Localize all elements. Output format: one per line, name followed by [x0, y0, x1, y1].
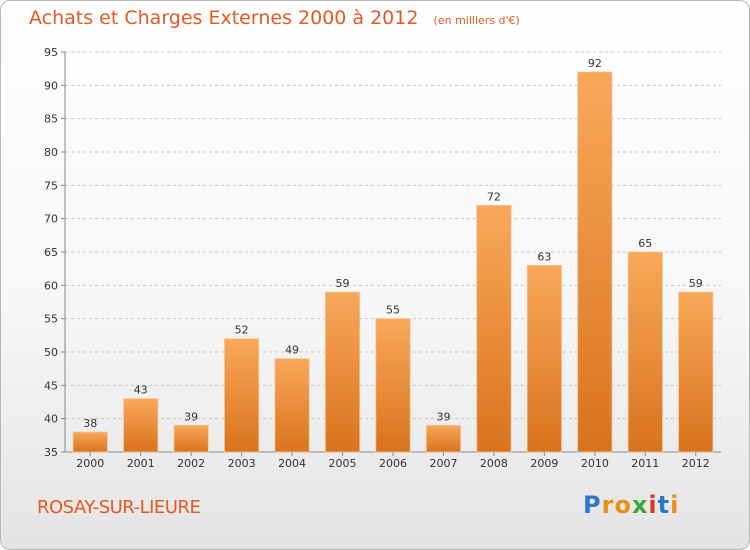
- chart-title: Achats et Charges Externes 2000 à 2012: [29, 7, 419, 29]
- data-label: 38: [83, 417, 97, 430]
- x-tick-label: 2008: [480, 457, 508, 470]
- x-tick-label: 2000: [76, 457, 104, 470]
- data-label: 39: [436, 410, 450, 423]
- logo-letter: i: [648, 491, 658, 519]
- data-label: 55: [386, 304, 400, 317]
- data-label: 49: [285, 344, 299, 357]
- data-label: 72: [487, 190, 501, 203]
- labels: 35 40 45 50 55 60 65 70 75 80 85 90 95 38 2000 43 2001 39…: [44, 46, 710, 470]
- bar: [173, 424, 209, 453]
- chart-unit: (en milliers d'€): [433, 14, 520, 27]
- x-tick-label: 2006: [379, 457, 407, 470]
- y-tick-label: 80: [44, 146, 58, 159]
- y-tick-label: 95: [44, 46, 58, 59]
- y-tick-label: 90: [44, 79, 58, 92]
- bar: [476, 204, 512, 453]
- x-tick-label: 2011: [631, 457, 659, 470]
- logo-letter: i: [670, 491, 680, 519]
- logo-letter: o: [614, 491, 632, 519]
- bar: [324, 291, 361, 453]
- y-tick-label: 70: [44, 213, 58, 226]
- y-tick-label: 75: [44, 179, 58, 192]
- y-tick-label: 60: [44, 279, 58, 292]
- bar: [678, 291, 714, 453]
- x-tick-label: 2007: [429, 457, 457, 470]
- bar: [72, 431, 108, 453]
- bar: [425, 424, 462, 453]
- bars: [72, 71, 714, 453]
- x-tick-label: 2004: [278, 457, 306, 470]
- data-label: 52: [235, 324, 249, 337]
- bar: [123, 398, 159, 453]
- bar: [577, 71, 613, 453]
- logo-letter: r: [601, 491, 615, 519]
- city-name: ROSAY-SUR-LIEURE: [37, 497, 201, 518]
- y-tick-label: 40: [44, 413, 58, 426]
- y-tick-label: 65: [44, 246, 58, 259]
- bar: [526, 264, 562, 453]
- data-label: 65: [638, 237, 652, 250]
- proxiti-logo[interactable]: Proxiti: [583, 491, 679, 519]
- bar: [224, 338, 260, 453]
- x-tick-label: 2005: [329, 457, 357, 470]
- x-tick-label: 2001: [127, 457, 155, 470]
- x-tick-label: 2003: [228, 457, 256, 470]
- data-label: 59: [689, 277, 703, 290]
- data-label: 39: [184, 410, 198, 423]
- y-tick-label: 55: [44, 313, 58, 326]
- x-tick-label: 2012: [682, 457, 710, 470]
- data-label: 92: [588, 57, 602, 70]
- y-tick-label: 45: [44, 379, 58, 392]
- x-tick-label: 2010: [581, 457, 609, 470]
- chart-header: Achats et Charges Externes 2000 à 2012 (…: [29, 7, 520, 29]
- data-label: 63: [537, 250, 551, 263]
- y-tick-label: 50: [44, 346, 58, 359]
- x-tick-label: 2002: [177, 457, 205, 470]
- data-label: 43: [134, 384, 148, 397]
- logo-letter: t: [657, 491, 671, 519]
- bar: [627, 251, 663, 453]
- x-tick-label: 2009: [530, 457, 558, 470]
- data-label: 59: [336, 277, 350, 290]
- bar: [274, 358, 310, 453]
- y-tick-label: 85: [44, 113, 58, 126]
- logo-letter: P: [583, 491, 602, 519]
- bar: [375, 318, 411, 453]
- y-tick-label: 35: [44, 446, 58, 459]
- logo-letter: x: [631, 491, 649, 519]
